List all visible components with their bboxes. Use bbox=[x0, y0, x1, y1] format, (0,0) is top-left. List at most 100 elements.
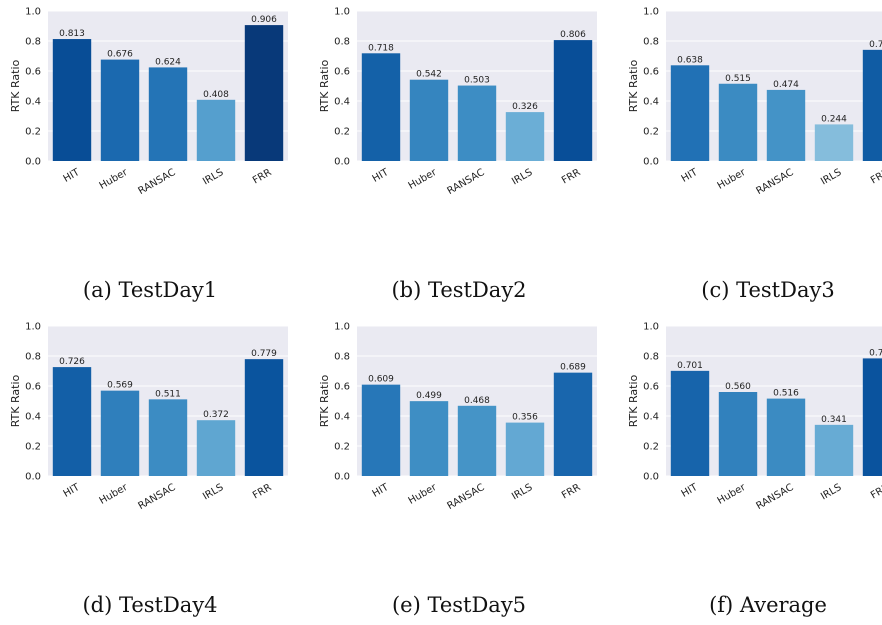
bar-frr bbox=[862, 358, 882, 476]
bar-huber bbox=[100, 59, 140, 161]
chart-panel-5: 0.0 0.2 0.4 0.6 0.8 1.0 RTK Ratio 0.609 HIT 0.499… bbox=[309, 315, 609, 625]
bar-irls bbox=[814, 424, 854, 476]
x-tick-label: RANSAC bbox=[136, 482, 177, 512]
x-tick-label: RANSAC bbox=[445, 482, 486, 512]
bar-value-label: 0.474 bbox=[773, 80, 799, 90]
bar-value-label: 0.326 bbox=[512, 102, 538, 112]
y-tick-label: 0.2 bbox=[334, 127, 350, 138]
bar-value-label: 0.499 bbox=[416, 391, 442, 401]
chart-panel-2: 0.0 0.2 0.4 0.6 0.8 1.0 RTK Ratio 0.718 HIT 0.542… bbox=[309, 0, 609, 310]
bar-ransac bbox=[148, 399, 188, 476]
subfigure-caption: (f) Average bbox=[709, 593, 827, 617]
x-tick-label: IRLS bbox=[201, 482, 225, 502]
bar-value-label: 0.609 bbox=[368, 375, 394, 385]
bar-value-label: 0.689 bbox=[560, 363, 586, 373]
y-tick-label: 0.4 bbox=[25, 97, 41, 108]
x-tick-label: HIT bbox=[62, 482, 83, 500]
bar-hit bbox=[52, 367, 92, 476]
bar-irls bbox=[196, 99, 236, 161]
bar-chart: 0.0 0.2 0.4 0.6 0.8 1.0 RTK Ratio 0.609 HIT 0.499… bbox=[318, 322, 597, 512]
y-tick-label: 0.0 bbox=[643, 472, 659, 483]
bar-hit bbox=[361, 53, 401, 161]
y-tick-label: 0.0 bbox=[25, 157, 41, 168]
x-tick-label: Huber bbox=[98, 167, 131, 192]
y-tick-label: 0.6 bbox=[25, 382, 41, 393]
bar-value-label: 0.701 bbox=[677, 361, 703, 371]
y-tick-label: 0.2 bbox=[643, 442, 659, 453]
bar-ransac bbox=[457, 405, 497, 476]
y-tick-label: 0.8 bbox=[334, 37, 350, 48]
bar-ransac bbox=[148, 67, 188, 161]
y-axis-label: RTK Ratio bbox=[9, 59, 22, 112]
bar-irls bbox=[814, 124, 854, 161]
subfigure-caption: (a) TestDay1 bbox=[82, 278, 218, 302]
x-tick-label: IRLS bbox=[201, 167, 225, 187]
bar-ransac bbox=[766, 398, 806, 476]
bar-chart: 0.0 0.2 0.4 0.6 0.8 1.0 RTK Ratio 0.701 HIT 0.560… bbox=[627, 322, 882, 512]
y-tick-label: 0.4 bbox=[643, 97, 659, 108]
bar-frr bbox=[244, 359, 284, 476]
y-tick-label: 0.0 bbox=[334, 157, 350, 168]
x-tick-label: FRR bbox=[560, 167, 583, 186]
x-tick-label: IRLS bbox=[819, 167, 843, 187]
x-tick-label: Huber bbox=[716, 482, 749, 507]
x-tick-label: FRR bbox=[251, 167, 274, 186]
bar-value-label: 0.779 bbox=[251, 349, 277, 359]
y-axis-label: RTK Ratio bbox=[318, 374, 331, 427]
y-tick-label: 0.6 bbox=[25, 67, 41, 78]
x-tick-label: HIT bbox=[371, 167, 392, 185]
bar-value-label: 0.806 bbox=[560, 30, 586, 40]
y-axis-label: RTK Ratio bbox=[9, 374, 22, 427]
subfigure-caption: (c) TestDay3 bbox=[701, 278, 835, 302]
bar-frr bbox=[553, 372, 593, 476]
bar-chart: 0.0 0.2 0.4 0.6 0.8 1.0 RTK Ratio 0.813 HIT 0.676… bbox=[9, 7, 288, 197]
bar-value-label: 0.408 bbox=[203, 90, 229, 100]
bar-value-label: 0.515 bbox=[725, 74, 751, 84]
y-tick-label: 0.2 bbox=[25, 127, 41, 138]
y-tick-label: 0.6 bbox=[334, 67, 350, 78]
y-tick-label: 1.0 bbox=[334, 7, 350, 18]
x-tick-label: IRLS bbox=[510, 482, 534, 502]
chart-panel-1: 0.0 0.2 0.4 0.6 0.8 1.0 RTK Ratio 0.813 HIT 0.676… bbox=[0, 0, 300, 310]
bar-value-label: 0.726 bbox=[59, 357, 85, 367]
bar-value-label: 0.813 bbox=[59, 29, 85, 39]
x-tick-label: Huber bbox=[407, 482, 440, 507]
y-tick-label: 0.8 bbox=[25, 37, 41, 48]
chart-panel-4: 0.0 0.2 0.4 0.6 0.8 1.0 RTK Ratio 0.726 HIT 0.569… bbox=[0, 315, 300, 625]
bar-huber bbox=[409, 401, 449, 476]
bar-value-label: 0.542 bbox=[416, 70, 442, 80]
x-tick-label: IRLS bbox=[510, 167, 534, 187]
y-tick-label: 0.6 bbox=[643, 67, 659, 78]
bar-huber bbox=[409, 79, 449, 161]
y-tick-label: 0.4 bbox=[334, 97, 350, 108]
bar-irls bbox=[505, 422, 545, 476]
y-tick-label: 0.6 bbox=[643, 382, 659, 393]
y-tick-label: 0.4 bbox=[334, 412, 350, 423]
y-tick-label: 0.8 bbox=[643, 37, 659, 48]
bar-value-label: 0.624 bbox=[155, 57, 181, 67]
bar-huber bbox=[718, 83, 758, 161]
bar-value-label: 0.676 bbox=[107, 50, 133, 60]
x-tick-label: RANSAC bbox=[754, 167, 795, 197]
x-tick-label: HIT bbox=[371, 482, 392, 500]
bar-hit bbox=[361, 384, 401, 476]
bar-value-label: 0.516 bbox=[773, 389, 799, 399]
bar-ransac bbox=[457, 85, 497, 161]
y-tick-label: 0.2 bbox=[25, 442, 41, 453]
bar-hit bbox=[52, 39, 92, 161]
x-tick-label: FRR bbox=[869, 167, 882, 186]
x-tick-label: HIT bbox=[62, 167, 83, 185]
x-tick-label: Huber bbox=[716, 167, 749, 192]
subfigure-caption: (e) TestDay5 bbox=[391, 593, 527, 617]
y-tick-label: 1.0 bbox=[334, 322, 350, 333]
y-tick-label: 0.0 bbox=[25, 472, 41, 483]
y-tick-label: 1.0 bbox=[643, 7, 659, 18]
bar-value-label: 0.718 bbox=[368, 43, 394, 53]
bar-value-label: 0.503 bbox=[464, 76, 490, 86]
y-tick-label: 0.2 bbox=[334, 442, 350, 453]
y-tick-label: 0.0 bbox=[643, 157, 659, 168]
bar-irls bbox=[196, 420, 236, 476]
x-tick-label: FRR bbox=[251, 482, 274, 501]
x-tick-label: IRLS bbox=[819, 482, 843, 502]
bar-chart: 0.0 0.2 0.4 0.6 0.8 1.0 RTK Ratio 0.718 HIT 0.542… bbox=[318, 7, 597, 197]
